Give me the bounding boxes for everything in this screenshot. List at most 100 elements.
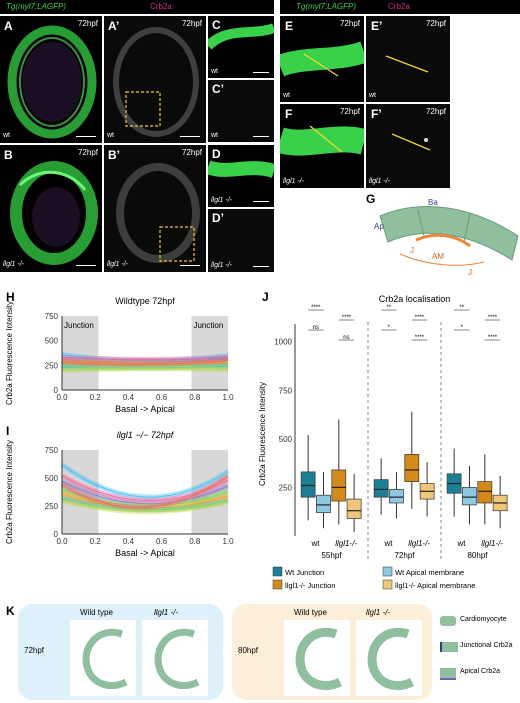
series-line: [61, 365, 229, 369]
box: [477, 481, 493, 504]
micrograph-F: F 72hpf llgl1 -/-: [280, 104, 364, 188]
header-crb-label: Crb2a: [388, 2, 410, 11]
tissue-gfp-image: [208, 23, 274, 50]
scale-bar: [253, 71, 269, 73]
x-tick-label: 0.2: [90, 537, 102, 546]
genotype-label: wt: [211, 68, 218, 75]
panel-label-D: D: [212, 147, 221, 161]
series-line: [61, 358, 229, 363]
genotype-tick-label: wt: [383, 539, 393, 548]
x-axis-label: Basal -> Apical: [115, 548, 175, 558]
box: [331, 469, 347, 502]
x-tick-label: 0.0: [56, 393, 68, 402]
box: [404, 454, 420, 482]
heart-crb2a-image: [116, 163, 200, 263]
junction-label: J: [410, 246, 414, 255]
series-line: [61, 480, 229, 505]
legend-label: llgl1-/- Junction: [285, 581, 335, 590]
legend-cardiomyocyte-label: Cardiomyocyte: [460, 616, 507, 623]
micrograph-F-prime: F’ 72hpf llgl1 -/-: [366, 104, 450, 188]
genotype-label: llgl1 -/-: [283, 178, 305, 185]
time-label: 72hpf: [77, 19, 98, 28]
k-mutant-label: llgl1 -/-: [154, 608, 179, 617]
time-label: 72hpf: [339, 107, 360, 116]
genotype-label: wt: [369, 92, 376, 99]
scale-bar: [76, 135, 96, 137]
time-group-label: 55hpf: [321, 551, 342, 560]
series-line: [61, 497, 229, 511]
x-tick-label: 1.0: [222, 393, 234, 402]
tissue-crb2a-image: [385, 55, 429, 73]
panel-label-E-prime: E’: [371, 19, 383, 33]
scale-bar: [253, 265, 269, 267]
significance-label: ****: [415, 315, 425, 321]
k-mutant-label: llgl1 -/-: [366, 608, 391, 617]
genotype-tick-label: llgl1-/-: [408, 539, 430, 548]
significance-label: *: [388, 325, 391, 331]
k-heart-schematics: [82, 628, 200, 689]
legend-junctional-label: Junctional Crb2a: [460, 642, 513, 649]
significance-label: ****: [488, 335, 498, 341]
y-tick-label: 500: [45, 337, 59, 346]
x-axis-label: Basal -> Apical: [115, 404, 175, 414]
scale-bar: [253, 200, 269, 202]
legend-label: llgl1-/- Apical membrane: [395, 581, 475, 590]
x-tick-label: 0.8: [189, 393, 201, 402]
tissue-gfp-image: [280, 41, 364, 77]
tissue-crb2a-image: [391, 133, 431, 151]
panel-label-H: H: [6, 290, 15, 304]
y-tick-label: 750: [45, 312, 59, 321]
micrograph-B-prime: B’ 72hpf llgl1 -/-: [104, 145, 206, 272]
scale-bar: [180, 135, 200, 137]
junction-label: Junction: [193, 321, 223, 330]
legend-swatch: [272, 579, 283, 590]
series-line: [61, 493, 229, 509]
y-tick-label: 750: [279, 386, 293, 395]
panel-label-A-prime: A’: [108, 19, 120, 33]
significance-label: ****: [415, 335, 425, 341]
scale-bar: [180, 264, 200, 266]
panel-label-F: F: [285, 107, 293, 121]
significance-label: ns: [313, 325, 319, 331]
series-line: [61, 464, 229, 498]
significance-label: ****: [488, 315, 498, 321]
genotype-label: wt: [3, 132, 10, 139]
panel-label-F-prime: F’: [371, 107, 382, 121]
micrograph-D: D llgl1 -/-: [208, 145, 274, 207]
schematic-G: G Ba Ap J AM J: [366, 192, 520, 292]
line-chart-I: 0.0 0.2 0.4 0.6 0.8 1.0 0 250 500 750 llgl1 −/− 72…: [5, 430, 234, 558]
k-time-label: 80hpf: [238, 646, 259, 655]
scale-bar: [253, 135, 269, 137]
time-label: 72hpf: [181, 148, 202, 157]
genotype-label: llgl1 -/-: [3, 261, 25, 268]
panel-label-I: I: [6, 424, 10, 438]
y-tick-label: 1000: [274, 338, 292, 347]
genotype-tick-label: llgl1-/-: [481, 539, 503, 548]
genotype-tick-label: wt: [456, 539, 466, 548]
scale-bar: [76, 264, 96, 266]
micrograph-D-prime: D’ llgl1 -/-: [208, 209, 274, 272]
y-tick-label: 250: [279, 483, 293, 492]
box: [389, 489, 404, 504]
junction-shade: [62, 316, 99, 390]
genotype-label: wt: [107, 132, 114, 139]
micrograph-C: C wt: [208, 16, 274, 78]
genotype-tick-label: wt: [310, 539, 320, 548]
genotype-label: llgl1 -/-: [369, 178, 391, 185]
k-panel-80hpf: 80hpf Wild type llgl1 -/-: [232, 604, 432, 700]
x-tick-label: 0.6: [156, 537, 168, 546]
header-gfp-label: Tg(myl7:LAGFP): [296, 2, 357, 11]
x-tick-label: 1.0: [222, 537, 234, 546]
k-heart-schematics: [295, 627, 415, 690]
y-axis-label: Crb2a Fluorescence Intensity: [258, 382, 267, 486]
micrograph-A: A 72hpf wt: [0, 16, 102, 143]
k-legend: Cardiomyocyte Junctional Crb2a Apical Cr…: [438, 610, 520, 700]
chart-title: Crb2a localisation: [379, 294, 451, 304]
time-label: 72hpf: [181, 19, 202, 28]
header-left: Tg(myl7:LAGFP) Crb2a: [0, 0, 274, 14]
box: [373, 479, 389, 498]
genotype-label: llgl1 -/-: [211, 197, 233, 204]
series-line: [61, 368, 229, 371]
genotype-tick-label: llgl1-/-: [335, 539, 357, 548]
x-tick-label: 0.4: [123, 537, 135, 546]
